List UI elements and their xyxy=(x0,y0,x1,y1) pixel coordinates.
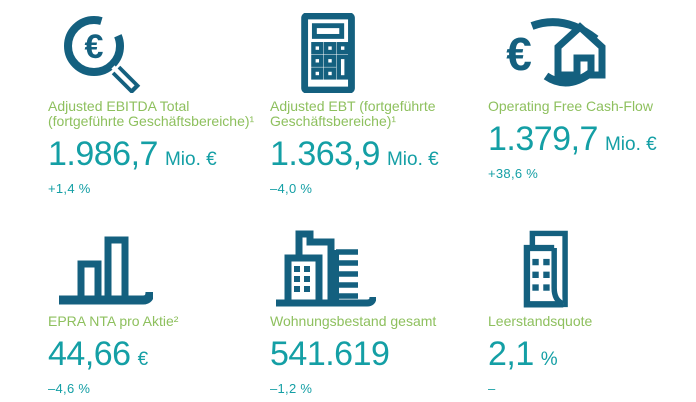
kpi-change: –4,6 % xyxy=(48,381,91,396)
kpi-value: 541.619 xyxy=(270,335,390,373)
kpi-value: 44,66 € xyxy=(48,335,149,373)
kpi-tile-adjusted-ebt: Adjusted EBT (fortgeführte Geschäftsbere… xyxy=(270,10,488,225)
bar-chart-icon xyxy=(59,236,153,305)
kpi-label: Wohnungsbestand gesamt xyxy=(270,313,437,329)
kpi-change: +1,4 % xyxy=(48,181,91,196)
kpi-change: –1,2 % xyxy=(270,381,313,396)
kpi-change: – xyxy=(488,381,496,396)
kpi-change: –4,0 % xyxy=(270,181,313,196)
calculator-icon xyxy=(301,13,355,93)
kpi-tile-wohnungsbestand: Wohnungsbestand gesamt 541.619 –1,2 % xyxy=(270,225,488,402)
kpi-tile-adjusted-ebitda: € Adjusted EBITDA Total (fortgeführte Ge… xyxy=(48,10,270,225)
kpi-tile-operating-free-cash-flow: € Operating Free Cash-Flow 1.379,7 Mio. €… xyxy=(488,10,696,225)
kpi-value: 1.363,9 Mio. € xyxy=(270,135,439,173)
euro-coin-house-icon: € xyxy=(506,18,606,87)
euro-magnifier-icon: € xyxy=(64,16,141,93)
kpi-value: 1.379,7 Mio. € xyxy=(488,120,657,158)
kpi-label: Adjusted EBITDA Total (fortgeführte Gesc… xyxy=(48,98,255,129)
kpi-change: +38,6 % xyxy=(488,166,539,181)
svg-text:€: € xyxy=(506,28,532,80)
kpi-label: Adjusted EBT (fortgeführte Geschäftsbere… xyxy=(270,98,436,129)
kpi-label: Operating Free Cash-Flow xyxy=(488,98,653,114)
kpi-tile-leerstandsquote: Leerstandsquote 2,1% – xyxy=(488,225,696,402)
kpi-label: Leerstandsquote xyxy=(488,313,593,329)
building-icon xyxy=(523,230,568,308)
kpi-value: 2,1% xyxy=(488,335,558,373)
svg-text:€: € xyxy=(85,28,104,66)
kpi-label: EPRA NTA pro Aktie² xyxy=(48,313,179,329)
kpi-tile-epra-nta: EPRA NTA pro Aktie² 44,66 € –4,6 % xyxy=(48,225,270,402)
kpi-value: 1.986,7 Mio. € xyxy=(48,135,217,173)
buildings-icon xyxy=(276,230,376,307)
